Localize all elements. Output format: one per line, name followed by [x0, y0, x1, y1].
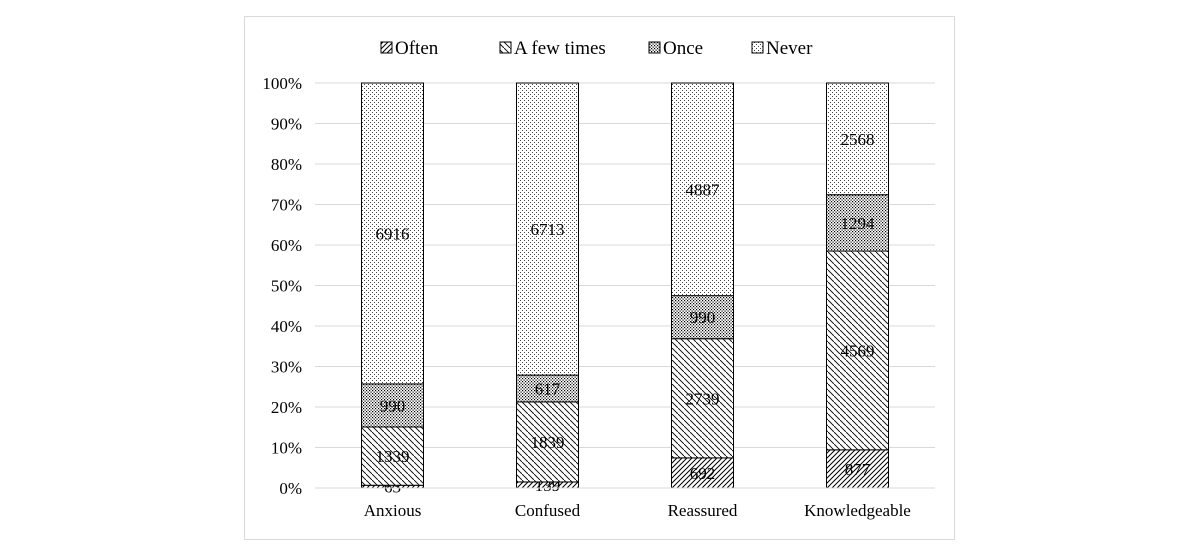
data-label: 2568 [841, 130, 875, 149]
bar-segment-often [826, 449, 889, 489]
bar-segment-never [826, 82, 889, 196]
bar-segment-often [671, 457, 734, 489]
x-tick-label: Anxious [364, 501, 422, 520]
legend: Often A few times Once Never [380, 38, 813, 59]
data-label: 877 [845, 460, 871, 479]
bar-segment-a-few-times [361, 426, 424, 486]
legend-label: A few times [514, 38, 606, 59]
legend-label: Once [663, 38, 703, 59]
legend-label: Never [766, 38, 813, 59]
data-label: 1339 [376, 447, 410, 466]
data-label: 1839 [531, 433, 565, 452]
y-tick-label: 80% [271, 155, 302, 174]
x-axis: Anxious Confused Reassured Knowledgeable [315, 487, 935, 520]
bar-segment-a-few-times [826, 250, 889, 451]
y-tick-label: 50% [271, 277, 302, 296]
y-tick-label: 90% [271, 115, 302, 134]
y-tick-label: 100% [262, 74, 302, 93]
data-label: 6713 [531, 220, 565, 239]
bar-segment-a-few-times [671, 338, 734, 459]
bar-segment-a-few-times [516, 401, 579, 483]
data-label: 990 [690, 308, 716, 327]
bar-segment-once [361, 383, 424, 428]
y-tick-label: 30% [271, 358, 302, 377]
bar-segment-never [361, 82, 424, 385]
data-label: 1294 [841, 214, 876, 233]
y-tick-label: 10% [271, 439, 302, 458]
data-label: 4569 [841, 341, 875, 360]
legend-swatch [380, 41, 393, 54]
bar-segment-never [671, 82, 734, 297]
legend-swatch [648, 41, 661, 54]
y-tick-label: 70% [271, 196, 302, 215]
data-label: 990 [380, 396, 406, 415]
y-tick-label: 60% [271, 236, 302, 255]
y-tick-label: 0% [279, 479, 302, 498]
legend-swatch [751, 41, 764, 54]
bar-segment-once [826, 194, 889, 252]
bar-segment-once [516, 374, 579, 403]
x-tick-label: Confused [515, 501, 581, 520]
legend-swatch [499, 41, 512, 54]
y-axis: 0% 10% 20% 30% 40% 50% 60% 70% 80% 90% 100% [262, 74, 302, 498]
x-tick-label: Knowledgeable [804, 501, 911, 520]
data-label: 4887 [686, 180, 721, 199]
y-tick-label: 40% [271, 317, 302, 336]
chart-frame [244, 16, 955, 540]
bars: 6313399906916139183961767136922739990488… [361, 82, 889, 497]
data-label: 2739 [686, 389, 720, 408]
y-tick-label: 20% [271, 398, 302, 417]
bar-segment-never [516, 82, 579, 376]
data-label: 6916 [376, 224, 410, 243]
data-label: 692 [690, 464, 716, 483]
x-tick-label: Reassured [668, 501, 738, 520]
legend-label: Often [395, 38, 439, 59]
data-label: 617 [535, 380, 561, 399]
